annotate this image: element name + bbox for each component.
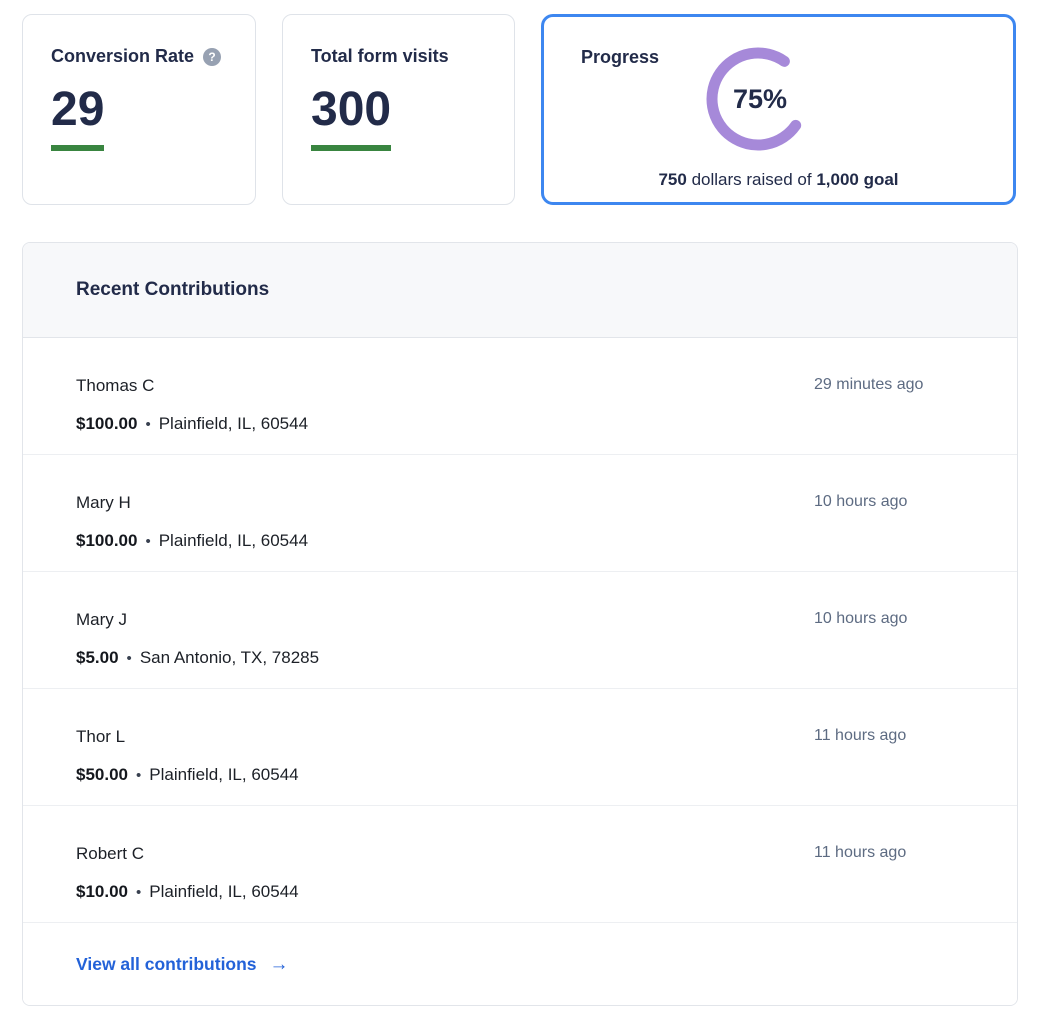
conversion-rate-label: Conversion Rate [51, 46, 195, 66]
help-icon[interactable]: ? [203, 47, 222, 66]
contribution-time: 29 minutes ago [814, 376, 924, 393]
dot-separator: • [136, 884, 142, 901]
caption-middle-text: dollars raised of [691, 170, 812, 189]
contribution-amount: $100.00 [76, 414, 138, 433]
contribution-row: Mary J $5.00 • San Antonio, TX, 78285 10 h… [23, 572, 1017, 689]
contribution-row: Robert C $10.00 • Plainfield, IL, 60544 11… [23, 806, 1017, 923]
contributor-location: Plainfield, IL, 60544 [158, 414, 309, 433]
view-all-label: View all contributions [76, 953, 257, 974]
progress-donut-chart: 75% [702, 43, 814, 155]
contribution-amount: $100.00 [76, 531, 138, 550]
contribution-row: Mary H $100.00 • Plainfield, IL, 60544 10 … [23, 455, 1017, 572]
dot-separator: • [145, 416, 151, 433]
contribution-time: 10 hours ago [814, 610, 908, 627]
contributor-name: Mary J [76, 610, 127, 629]
contribution-detail: $100.00 • Plainfield, IL, 60544 [76, 531, 308, 551]
total-form-visits-card: Total form visits 300 [282, 14, 515, 205]
contribution-amount: $5.00 [76, 648, 119, 667]
contribution-amount: $10.00 [76, 882, 128, 901]
donut-arc-svg [706, 47, 810, 151]
progress-arc [706, 47, 810, 151]
contributor-location: Plainfield, IL, 60544 [149, 882, 299, 901]
panel-title: Recent Contributions [76, 279, 270, 300]
dot-separator: • [145, 533, 151, 550]
contribution-detail: $50.00 • Plainfield, IL, 60544 [76, 765, 299, 785]
total-form-visits-value: 300 [311, 83, 486, 152]
contributor-name: Thomas C [76, 376, 155, 395]
dot-separator: • [136, 767, 142, 784]
contribution-detail: $10.00 • Plainfield, IL, 60544 [76, 882, 299, 902]
dot-separator: • [126, 650, 132, 667]
contributor-location: Plainfield, IL, 60544 [149, 765, 299, 784]
progress-label: Progress [581, 47, 660, 67]
contributor-name: Robert C [76, 844, 145, 863]
contribution-detail: $100.00 • Plainfield, IL, 60544 [76, 414, 308, 434]
conversion-rate-value: 29 [51, 83, 227, 152]
progress-percent-label: 75% [732, 83, 788, 114]
contribution-time: 10 hours ago [814, 493, 908, 510]
contribution-row: Thomas C $100.00 • Plainfield, IL, 60544 2… [23, 338, 1017, 455]
recent-contributions-panel: Recent Contributions Thomas C $100.00 • Pl… [22, 242, 1018, 1006]
conversion-rate-card: Conversion Rate ? 29 [22, 14, 256, 205]
contribution-amount: $50.00 [76, 765, 128, 784]
contribution-row: Thor L $50.00 • Plainfield, IL, 60544 11 h… [23, 689, 1017, 806]
stats-row: Conversion Rate ? 29 Total form visits 3… [22, 14, 1016, 205]
view-all-contributions-link[interactable]: View all contributions → [76, 954, 289, 975]
contribution-detail: $5.00 • San Antonio, TX, 78285 [76, 648, 319, 668]
raised-amount: 750 [658, 170, 687, 189]
goal-amount: 1,000 goal [816, 170, 899, 189]
panel-header: Recent Contributions [23, 243, 1017, 338]
contribution-time: 11 hours ago [814, 844, 907, 861]
contributor-location: Plainfield, IL, 60544 [158, 531, 309, 550]
progress-caption: 750 dollars raised of 1,000 goal [544, 170, 1013, 190]
contributor-location: San Antonio, TX, 78285 [139, 648, 320, 667]
contributor-name: Thor L [76, 727, 126, 746]
arrow-right-icon: → [269, 953, 289, 975]
contributor-name: Mary H [76, 493, 131, 512]
total-form-visits-label: Total form visits [311, 46, 449, 66]
progress-card: Progress 75% 750 dollars raised of 1,000… [541, 14, 1016, 205]
panel-footer: View all contributions → [23, 923, 1017, 1005]
contribution-time: 11 hours ago [814, 727, 907, 744]
